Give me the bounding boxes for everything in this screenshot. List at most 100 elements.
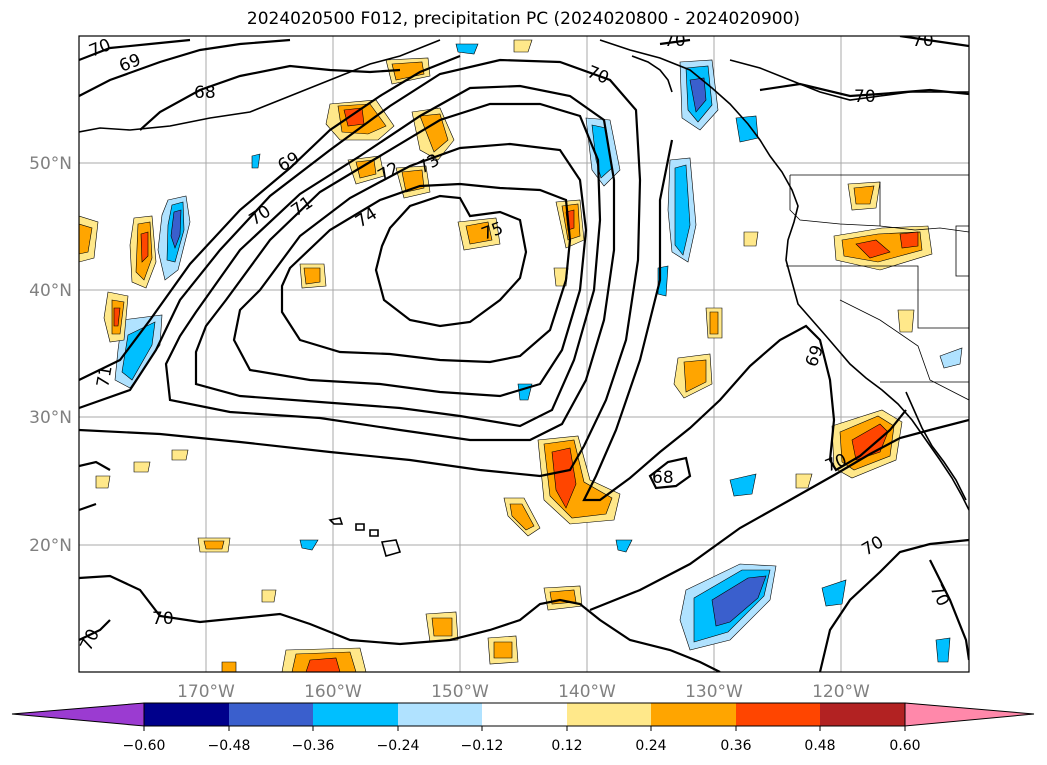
precip-positive-area: [203, 540, 225, 550]
colorbar-tick-label: −0.48: [208, 738, 251, 754]
colorbar-frame: [143, 702, 906, 727]
lon-label-130w: 130°W: [685, 682, 743, 702]
contour-71-west: [79, 460, 111, 471]
colorbar-segment: [144, 703, 229, 726]
precip-positive-area: [221, 661, 237, 672]
latitude-labels: 50°N 40°N 30°N 20°N: [29, 154, 72, 556]
lon-label-120w: 120°W: [812, 682, 870, 702]
contour-70-ne: [899, 36, 969, 48]
lon-label-150w: 150°W: [431, 682, 489, 702]
contour-70-north: [79, 38, 191, 62]
contour-69: [79, 54, 461, 381]
colorbar-ticks: [143, 726, 906, 731]
colorbar-segment: [820, 703, 905, 726]
contour-label: 68: [652, 468, 674, 488]
precip-positive-area: [493, 641, 513, 659]
contour-label: 71: [93, 364, 116, 389]
state-borders: [786, 174, 969, 401]
contour-72: [194, 102, 602, 428]
precip-negative-area: [251, 153, 261, 169]
lat-label-30n: 30°N: [29, 408, 72, 428]
lat-label-40n: 40°N: [29, 281, 72, 301]
colorbar-segment: [736, 703, 820, 726]
precip-negative-area: [455, 43, 479, 55]
colorbar: −0.60 −0.48 −0.36 −0.24 −0.12 0.12 0.24 …: [11, 702, 1035, 754]
precip-positive-area: [303, 267, 321, 285]
colorbar-tick-label: 0.12: [551, 738, 582, 754]
colorbar-tick-label: −0.36: [292, 738, 335, 754]
precip-positive-area: [683, 359, 707, 393]
contour-75: [374, 194, 528, 328]
colorbar-segment: [651, 703, 736, 726]
contour-68: [139, 64, 401, 131]
precip-positive-area: [795, 473, 813, 489]
precip-positive-area: [709, 311, 719, 335]
coastlines: [79, 39, 969, 557]
map-panel: 70 69 68 69 70 71 72 73 74 75 70 70 69 6…: [79, 31, 969, 672]
precip-positive-area: [140, 231, 149, 263]
precip-negative-area: [711, 575, 767, 627]
longitude-labels: 170°W 160°W 150°W 140°W 130°W 120°W: [177, 682, 870, 702]
colorbar-segment: [398, 703, 482, 726]
colorbar-tick-label: 0.36: [720, 738, 751, 754]
precip-negative-area: [170, 209, 182, 249]
contour-70-west2: [79, 502, 97, 512]
precip-positive-area: [355, 159, 377, 179]
contour-71: [164, 84, 616, 442]
contour-70-south: [79, 574, 721, 672]
colorbar-tick-label: 0.60: [889, 738, 920, 754]
precip-positive-area: [465, 221, 493, 245]
lon-label-140w: 140°W: [558, 682, 616, 702]
precip-negative-area: [821, 579, 847, 607]
map-title: 2024020500 F012, precipitation PC (20240…: [246, 9, 801, 29]
precip-negative-area: [939, 347, 963, 369]
precip-negative-area: [735, 115, 759, 143]
map-frame: [78, 35, 970, 673]
precip-positive-area: [261, 589, 277, 603]
precip-negative-area: [615, 539, 633, 553]
precip-negative-area: [729, 473, 757, 497]
lat-label-20n: 20°N: [29, 536, 72, 556]
contour-70-se: [589, 418, 969, 612]
colorbar-tick-label: −0.24: [377, 738, 420, 754]
precip-shading: [79, 39, 963, 672]
contour-lines: [79, 36, 969, 672]
contour-69-east: [582, 139, 907, 502]
precip-negative-area: [299, 539, 319, 551]
contour-label: 70: [664, 31, 686, 51]
precip-positive-area: [509, 503, 535, 531]
contour-70-sw: [79, 619, 111, 641]
precip-positive-area: [113, 307, 121, 327]
precip-positive-area: [305, 657, 341, 672]
colorbar-segment: [313, 703, 398, 726]
precip-positive-area: [95, 475, 111, 489]
contour-label: 70: [152, 609, 174, 629]
precip-positive-area: [79, 223, 93, 255]
colorbar-tick-label: −0.12: [461, 738, 504, 754]
contour-70-se3: [929, 559, 969, 661]
colorbar-tick-label: 0.48: [804, 738, 835, 754]
lat-label-50n: 50°N: [29, 154, 72, 174]
precip-positive-area: [853, 185, 875, 205]
precip-positive-area: [897, 309, 915, 333]
contour-70: [79, 58, 642, 478]
precip-positive-area: [431, 617, 453, 637]
colorbar-segment: [229, 703, 313, 726]
colorbar-extend-min: [11, 702, 145, 727]
precip-positive-area: [133, 461, 151, 473]
contour-68-east: [648, 456, 692, 490]
precip-positive-area: [899, 231, 919, 249]
contour-74: [280, 182, 572, 364]
precip-negative-area: [674, 164, 691, 256]
precip-negative-area: [935, 637, 951, 663]
contour-70-east: [659, 38, 969, 98]
colorbar-segment: [567, 703, 651, 726]
contour-label: 70: [912, 31, 934, 51]
colorbar-extend-max: [904, 702, 1035, 727]
colorbar-tick-label: 0.24: [635, 738, 666, 754]
colorbar-tick-label: −0.60: [123, 738, 166, 754]
lon-label-160w: 160°W: [304, 682, 362, 702]
contour-label: 70: [854, 87, 876, 107]
contour-69-north: [79, 38, 291, 97]
